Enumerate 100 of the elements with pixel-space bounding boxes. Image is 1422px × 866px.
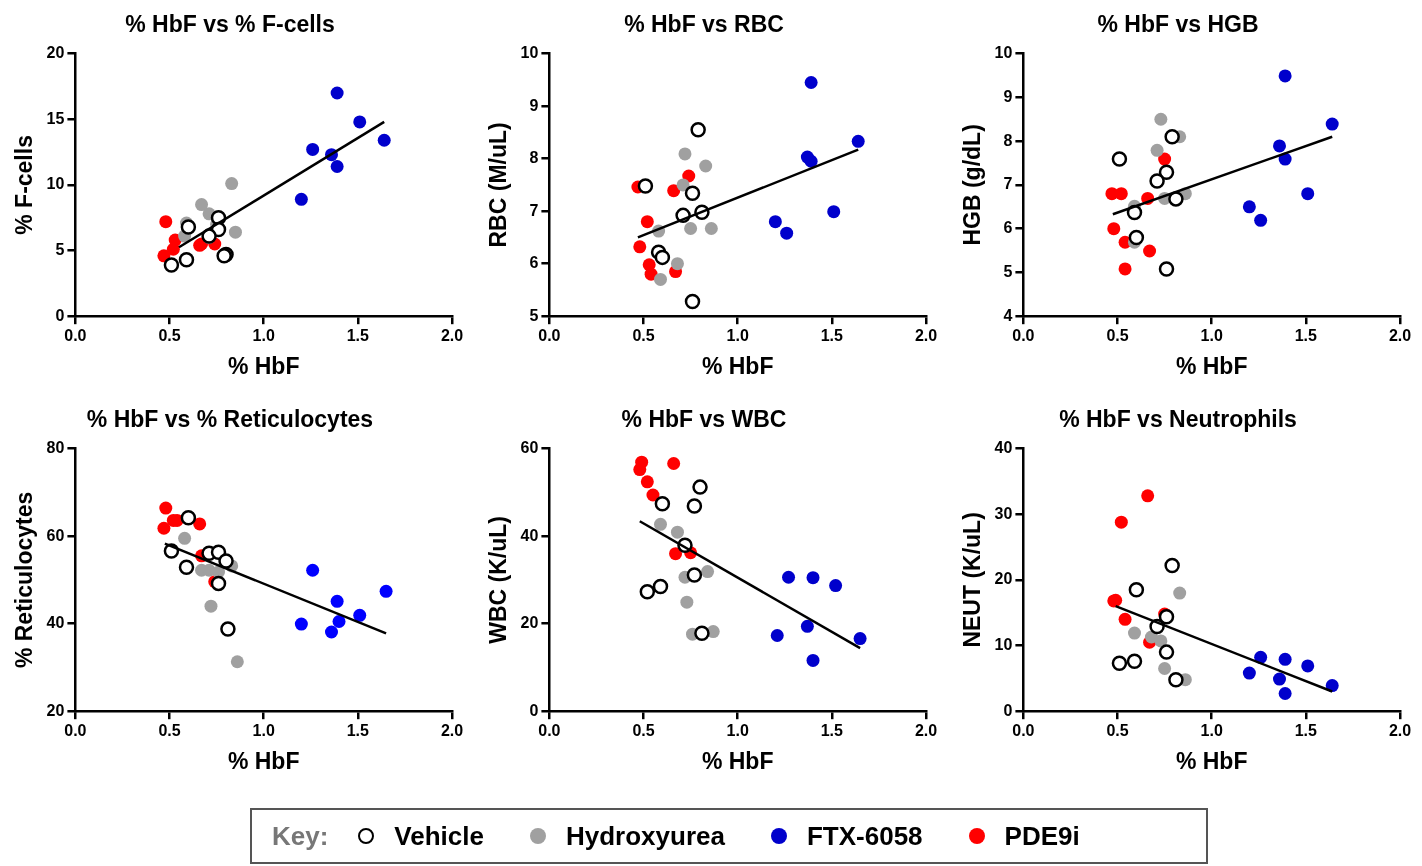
point [1158, 644, 1175, 660]
point [829, 579, 843, 593]
x-tick-label: 1.5 [820, 327, 844, 345]
point [195, 198, 209, 212]
point [220, 621, 236, 637]
y-tick-label: 4 [1003, 306, 1013, 324]
y-tick-label: 8 [1003, 131, 1013, 149]
point [1118, 262, 1132, 276]
y-tick-label: 10 [46, 175, 65, 193]
point [157, 521, 171, 535]
x-tick-label: 2.0 [914, 327, 938, 345]
point [694, 625, 710, 642]
point [639, 583, 656, 600]
point [379, 584, 393, 598]
point [654, 272, 667, 286]
y-tick-label: 10 [994, 44, 1013, 62]
point [1154, 112, 1168, 126]
y-axis-title: WBC (K/uL) [485, 516, 512, 644]
y-tick-label: 7 [529, 201, 539, 219]
y-tick-label: 15 [46, 109, 65, 127]
point [218, 553, 234, 569]
y-tick-label: 20 [994, 570, 1013, 588]
y-tick-label: 5 [1003, 262, 1013, 280]
point [1158, 608, 1175, 625]
point [652, 578, 669, 595]
point [377, 133, 391, 147]
x-tick-label: 2.0 [440, 722, 464, 740]
x-tick-label: 0.0 [1012, 722, 1035, 740]
x-tick-label: 1.0 [726, 327, 749, 345]
point [692, 479, 708, 495]
point [654, 517, 667, 531]
point [686, 567, 703, 583]
y-axis-title: % Reticulocytes [11, 491, 38, 669]
point [853, 632, 867, 646]
point [851, 134, 865, 148]
point [1111, 151, 1128, 167]
point [1127, 626, 1141, 640]
y-tick-label: 0 [1003, 701, 1013, 719]
point [159, 215, 173, 229]
x-tick-label: 1.5 [346, 722, 370, 740]
point [1242, 666, 1256, 680]
point [1173, 586, 1187, 600]
y-tick-label: 9 [529, 96, 539, 114]
point [1254, 213, 1268, 227]
point [1150, 143, 1164, 157]
point [204, 599, 218, 613]
point [1143, 244, 1157, 258]
x-axis-title: % HbF [227, 352, 300, 379]
y-tick-label: 20 [46, 44, 65, 62]
point [654, 249, 671, 266]
point [294, 617, 308, 631]
point [699, 159, 713, 173]
point [1278, 69, 1292, 83]
legend-label: FTX-6058 [806, 820, 923, 852]
point [163, 257, 180, 273]
point [684, 221, 698, 235]
chart-title: % HbF vs % Reticulocytes [86, 406, 374, 433]
point [180, 219, 197, 235]
point [827, 205, 841, 219]
point [1114, 515, 1128, 529]
point [806, 571, 820, 585]
point [180, 510, 197, 526]
chart-title: % HbF vs WBC [621, 406, 787, 433]
x-tick-label: 0.0 [538, 722, 561, 740]
point [1158, 662, 1172, 676]
point [770, 628, 784, 642]
point [178, 559, 195, 575]
y-tick-label: 6 [529, 254, 539, 272]
point [1325, 117, 1339, 131]
point [1168, 191, 1184, 207]
point [704, 221, 718, 235]
chart-title: % HbF vs % F-cells [125, 11, 335, 38]
point [1126, 653, 1143, 670]
y-tick-label: 8 [529, 149, 539, 167]
point [159, 501, 173, 515]
chart-title: % HbF vs Neutrophils [1059, 406, 1297, 433]
point [686, 498, 703, 514]
point [1301, 659, 1315, 673]
point [210, 575, 227, 592]
point [780, 226, 794, 240]
x-tick-label: 1.0 [252, 327, 275, 345]
legend-label: Hydroxyurea [565, 820, 725, 852]
x-tick-label: 0.0 [64, 327, 87, 345]
point [1158, 164, 1175, 180]
point [225, 177, 239, 191]
point [690, 122, 706, 138]
y-axis-title: HGB (g/dL) [959, 124, 986, 246]
point [1278, 652, 1292, 666]
point [166, 242, 180, 256]
point [1149, 173, 1165, 189]
x-axis-title: % HbF [1175, 747, 1248, 774]
x-tick-label: 0.5 [1106, 327, 1129, 345]
point [637, 178, 654, 194]
chart-title: % HbF vs RBC [624, 11, 784, 38]
point [306, 142, 320, 156]
y-tick-label: 10 [994, 635, 1013, 653]
x-tick-label: 1.5 [1294, 722, 1318, 740]
point [654, 496, 671, 512]
point [640, 215, 654, 229]
y-tick-label: 10 [520, 44, 539, 62]
